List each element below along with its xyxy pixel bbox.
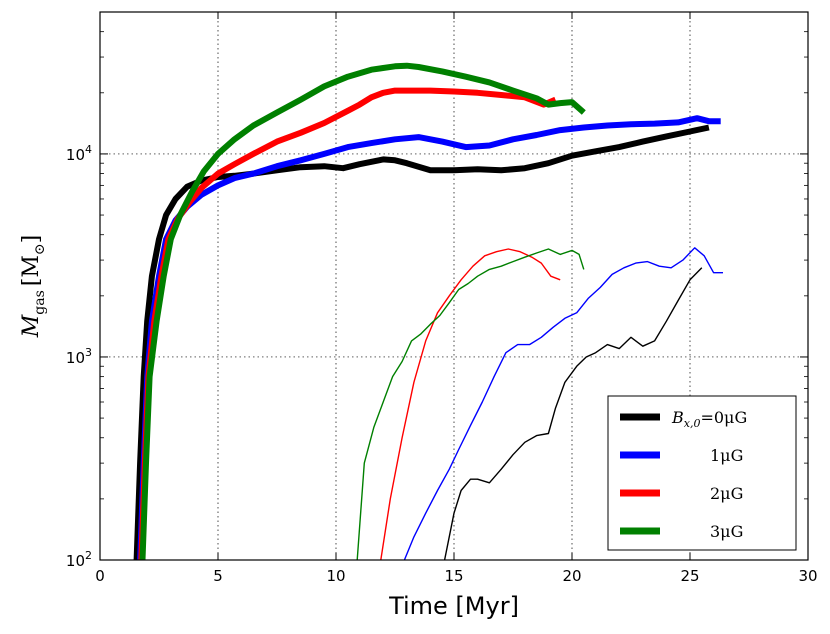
x-tick-label: 25 (680, 567, 699, 585)
legend: Bx,0=0μG 1μG 2μG 3μG (607, 395, 797, 551)
x-tick-label: 15 (444, 567, 463, 585)
x-tick-labels: 0 5 10 15 20 25 30 (95, 567, 817, 585)
x-tick-label: 20 (562, 567, 581, 585)
legend-label-0-main: B (671, 408, 684, 427)
y-tick-labels: 102 103 104 (66, 143, 92, 570)
x-tick-label: 30 (798, 567, 817, 585)
y-tick-label: 103 (66, 346, 92, 367)
y-label-subscript: gas (32, 290, 48, 315)
series-0-thick-line (133, 124, 710, 560)
series-2-thin-line (380, 248, 561, 560)
x-tick-label: 10 (326, 567, 345, 585)
svg-text:Mgas[M⊙]: Mgas [M⊙] (19, 235, 48, 338)
y-label-unit-open: [M (19, 255, 44, 286)
legend-label-1: 1μG (710, 446, 743, 465)
series-0-thin-line (443, 267, 703, 560)
y-label-symbol: M (19, 314, 44, 338)
y-axis-label: Mgas [M⊙] (19, 235, 48, 338)
legend-label-0-sub: x,0 (684, 417, 701, 430)
legend-box (607, 395, 797, 551)
y-label-unit-close: ] (19, 235, 44, 244)
legend-label-0-rest: =0μG (700, 408, 747, 427)
x-axis-label: Time [Myr] (388, 592, 519, 620)
y-tick-label: 102 (66, 549, 92, 570)
series-1-thin-line (403, 247, 723, 560)
y-tick-label: 104 (66, 143, 92, 164)
legend-label-3: 3μG (710, 522, 743, 541)
axis-ticks (99, 12, 809, 561)
x-tick-label: 0 (95, 567, 105, 585)
legend-label-2: 2μG (710, 484, 743, 503)
x-tick-label: 5 (213, 567, 223, 585)
series-3-thick-line (139, 62, 586, 560)
legend-label-0: Bx,0=0μG (671, 408, 747, 430)
series-3-thin-line (356, 248, 585, 560)
series-lines (133, 62, 723, 560)
y-label-unit-sun: ⊙ (32, 243, 48, 255)
